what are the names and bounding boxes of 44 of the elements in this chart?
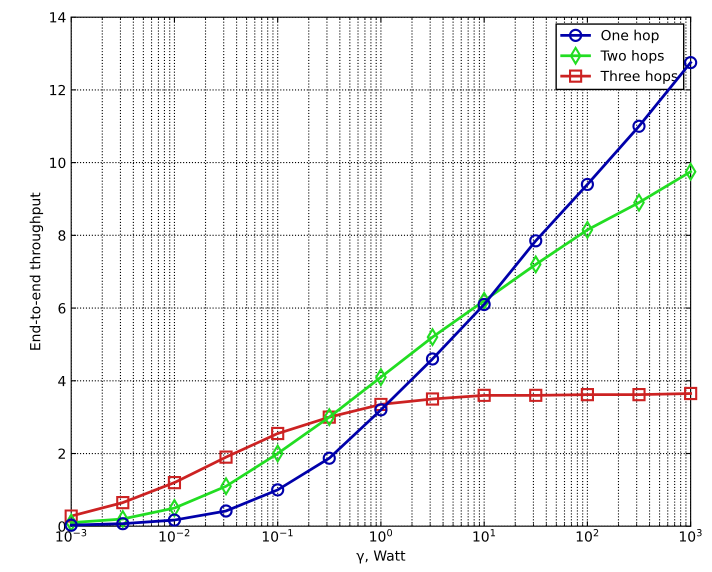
x-tick-label: 10$^{−1}$	[262, 529, 293, 542]
point	[271, 483, 284, 496]
y-tick-label: 10	[50, 158, 66, 168]
point	[374, 403, 388, 416]
point	[632, 120, 646, 133]
point	[219, 504, 233, 518]
point	[219, 450, 233, 464]
legend-label: One hop	[601, 30, 659, 44]
point	[322, 452, 336, 465]
point	[168, 513, 182, 527]
point	[684, 56, 698, 70]
point	[478, 388, 491, 402]
point	[684, 386, 698, 400]
point	[374, 398, 388, 412]
point	[580, 388, 594, 402]
point	[168, 476, 182, 490]
point	[632, 388, 646, 402]
x-tick-label: 10$^{2}$	[576, 529, 598, 542]
point	[64, 509, 78, 523]
point	[478, 298, 491, 312]
y-axis-title: End-to-end throughput	[30, 192, 44, 350]
y-tick-label: 6	[58, 303, 66, 314]
x-tick-label: 10$^{1}$	[473, 529, 496, 542]
point	[116, 517, 130, 530]
y-tick-label: 0	[58, 521, 66, 532]
legend-label: Two hops	[600, 50, 664, 64]
point	[426, 392, 440, 406]
y-tick-label: 8	[58, 230, 66, 241]
x-axis-title: γ, Watt	[356, 550, 406, 564]
point	[529, 234, 542, 248]
point	[271, 426, 284, 440]
y-tick-label: 2	[58, 448, 65, 459]
point	[322, 410, 336, 424]
legend-label: Three hops	[600, 70, 678, 84]
y-tick-label: 12	[50, 84, 65, 96]
x-tick-label: 10$^{0}$	[370, 529, 392, 542]
y-tick-label: 14	[50, 12, 66, 22]
point	[426, 352, 440, 366]
y-tick-label: 4	[58, 376, 66, 386]
point	[116, 496, 130, 510]
x-tick-label: 10$^{3}$	[680, 529, 702, 542]
point	[529, 388, 542, 402]
x-tick-label: 10$^{−2}$	[160, 529, 190, 542]
point	[580, 178, 594, 192]
